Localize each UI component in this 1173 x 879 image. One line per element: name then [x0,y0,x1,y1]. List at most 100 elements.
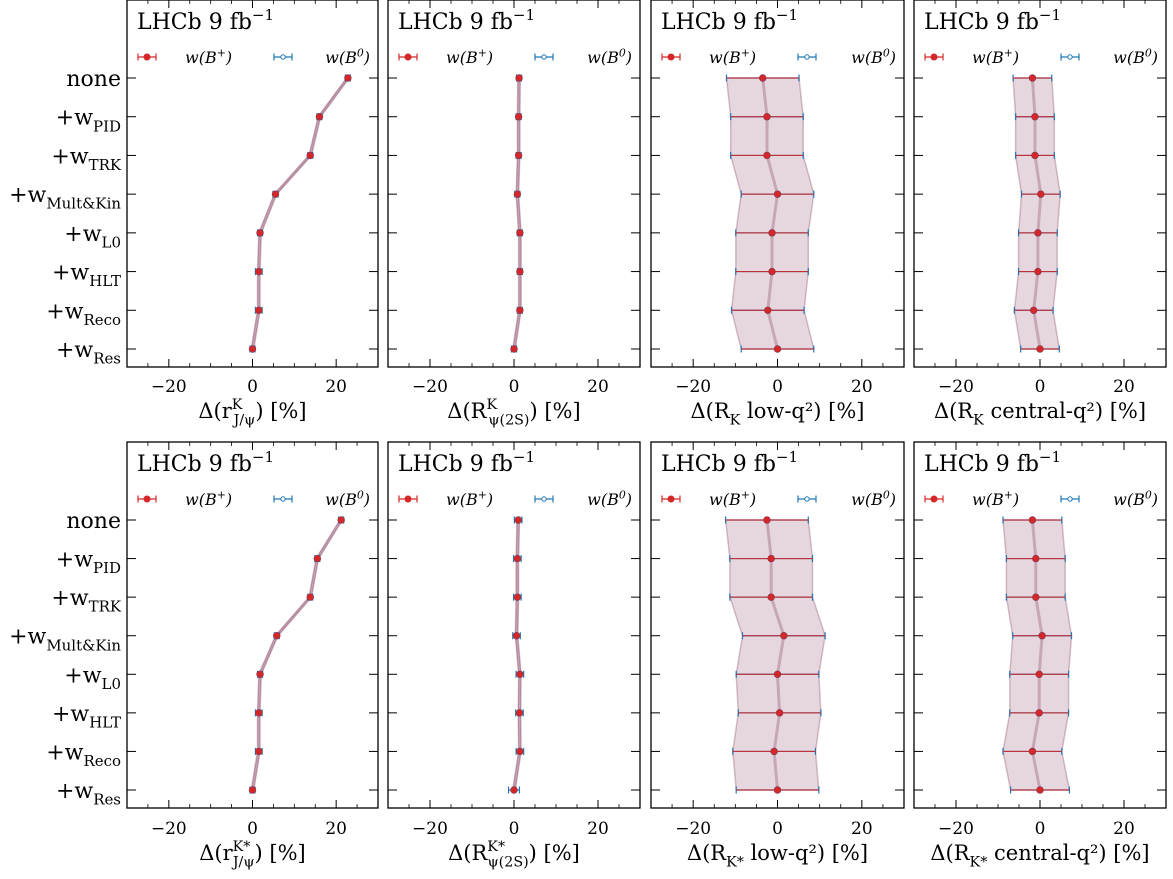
bplus-point [255,267,263,276]
x-tick-label: 20 [587,377,609,397]
bplus-point [1036,786,1044,794]
bplus-point [248,786,257,794]
bplus-point [515,74,523,82]
lhcb-label: LHCb 9 fb−1 [661,6,798,35]
central-line [512,77,522,350]
legend-b0-point [280,496,286,502]
x-axis-label: Δ(RK low-q²) [%] [690,399,864,428]
x-axis-label: Δ(rK J/ψ) [%] [198,397,306,428]
panel-5: −20 0 20 none +wPID +wTRK +wMult&Kin +wL0 +wHLT +… [9,441,379,870]
x-tick-label: 0 [247,819,258,839]
central-line [251,77,350,350]
category-label: +wRes [56,779,121,809]
bplus-point [248,345,257,353]
category-label: +wRes [56,338,121,368]
bplus-point [773,786,782,794]
x-tick-label: 20 [851,377,873,397]
lhcb-label: LHCb 9 fb−1 [137,448,274,477]
central-line [512,519,522,791]
x-tick-label: −20 [938,377,974,397]
legend-b0-label: w(B0) [325,46,370,67]
legend-bplus-point [404,53,412,61]
bplus-point [510,345,518,353]
panel-7: −20 0 20 LHCb 9 fb−1 w(B+) w(B0) Δ(RK* low-q²)… [650,441,905,870]
category-label: +wReco [46,299,121,329]
bplus-point [344,74,352,82]
category-label: +wMult&Kin [9,183,121,213]
x-tick-label: −20 [412,819,448,839]
x-axis-label: Δ(RK ψ(2S)) [%] [447,397,580,428]
bplus-point [256,670,264,678]
bplus-point [763,151,771,160]
category-label: +wHLT [52,702,121,732]
legend-b0-label: w(B0) [1113,46,1158,67]
lhcb-label: LHCb 9 fb−1 [137,6,274,35]
x-tick-label: −20 [151,819,187,839]
x-tick-label: 0 [1035,377,1046,397]
lhcb-label: LHCb 9 fb−1 [398,6,535,35]
panel-1: −20 0 20 none +wPID +wTRK +wMult&Kin +wL0 +wHLT +… [9,0,379,428]
bplus-point [763,113,771,121]
bplus-point [255,747,263,756]
bplus-point [1029,306,1038,314]
bplus-point [1028,74,1037,82]
bplus-point [1031,151,1039,160]
x-axis-label: Δ(RK* central-q²) [%] [930,841,1149,870]
category-label: +wPID [56,106,121,136]
lhcb-label: LHCb 9 fb−1 [398,448,535,477]
bplus-point [337,516,345,524]
bplus-point [313,554,322,563]
bplus-point [516,670,524,678]
legend-bplus-point [143,53,151,61]
legend-bplus-label: w(B+) [446,46,493,67]
x-tick-label: 0 [772,819,783,839]
panel-3: −20 0 20 LHCb 9 fb−1 w(B+) w(B0) Δ(RK low-q²) … [650,0,905,428]
category-label: +wHLT [52,261,121,291]
bplus-point [1035,670,1043,678]
panel-2: −20 0 20 LHCb 9 fb−1 w(B+) w(B0) Δ(RK ψ(2S)) [%… [387,0,641,428]
lhcb-label: LHCb 9 fb−1 [924,6,1061,35]
bplus-point [1036,345,1044,353]
legend-bplus-label: w(B+) [709,46,756,67]
x-tick-label: 0 [247,377,258,397]
bplus-point [768,267,776,276]
lhcb-label: LHCb 9 fb−1 [661,448,798,477]
bplus-point [1037,190,1045,198]
bplus-point [770,747,778,756]
legend-bplus-point [667,53,675,61]
bplus-point [1035,709,1043,717]
uncertainty-band [250,519,344,791]
x-tick-label: −20 [412,377,448,397]
x-tick-label: 20 [325,377,347,397]
category-label: none [66,509,121,534]
uncertainty-band [250,77,351,350]
category-label: +wPID [56,548,121,578]
bplus-point [764,306,772,314]
category-label: +wTRK [51,586,121,616]
bplus-point [513,190,522,198]
bplus-point [1038,632,1046,640]
central-line [251,519,343,791]
x-axis-label: Δ(RK central-q²) [%] [934,399,1146,428]
category-label: +wL0 [64,663,121,693]
legend-b0-label: w(B0) [851,46,896,67]
legend-bplus-point [404,495,412,503]
legend-bplus-label: w(B+) [972,488,1019,509]
bplus-point [514,151,523,160]
bplus-point [767,554,775,563]
legend-b0-point [804,496,810,502]
x-tick-label: 0 [772,377,783,397]
bplus-point [255,306,263,314]
bplus-point [306,151,314,160]
legend-bplus-point [930,495,938,503]
x-tick-label: 20 [1113,819,1135,839]
panel-8: −20 0 20 LHCb 9 fb−1 w(B+) w(B0) Δ(RK* central… [913,441,1167,870]
central-line [765,519,786,791]
legend-b0-label: w(B0) [851,488,896,509]
bplus-point [1028,516,1037,524]
legend-bplus-point [667,495,675,503]
legend-b0-point [1067,54,1073,60]
legend-b0-label: w(B0) [325,488,370,509]
bplus-point [773,190,782,198]
